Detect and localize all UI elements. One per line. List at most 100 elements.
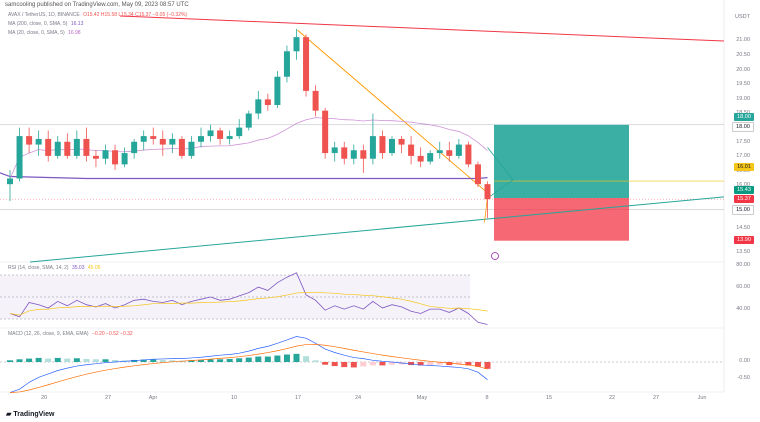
macd-histogram-bar <box>35 357 42 362</box>
macd-histogram-bar <box>484 362 491 369</box>
x-tick: 10 <box>230 395 238 401</box>
rsi-pane <box>0 272 488 325</box>
price-tick: 20.00 <box>736 67 750 73</box>
candle-body <box>283 51 290 77</box>
ma200-legend: MA (200, close, 0, SMA, 5) 16.13 <box>8 21 83 27</box>
currency-label: USDT <box>735 14 750 20</box>
macd-histogram-bar <box>159 359 166 362</box>
resistance-trendline <box>119 15 725 42</box>
macd-histogram-bar <box>303 356 310 362</box>
candle-body <box>35 138 42 145</box>
macd-legend: MACD (12, 26, close, 9, EMA, EMA) −0.20 … <box>8 331 133 337</box>
tradingview-logo-icon: ▰ <box>6 411 12 418</box>
trade-zones <box>487 124 724 241</box>
price-tick: 20.50 <box>736 52 750 58</box>
candle-body <box>226 136 233 139</box>
price-tick: 14.50 <box>736 225 750 231</box>
x-tick: 17 <box>294 395 302 401</box>
macd-histogram-bar <box>112 359 119 362</box>
macd-histogram-bar <box>16 359 23 362</box>
macd-histogram-bar <box>264 356 271 362</box>
macd-histogram-bar <box>54 357 61 362</box>
lightning-icon <box>491 252 499 260</box>
candle-body <box>198 136 204 142</box>
candle-body <box>360 150 367 159</box>
candle-body <box>417 155 424 162</box>
ma20-line <box>9 117 488 179</box>
x-tick: Apr <box>148 395 158 401</box>
candle-body <box>331 147 338 154</box>
macd-histogram-bar <box>322 362 329 365</box>
candle-body <box>312 90 319 111</box>
candle-body <box>436 150 443 154</box>
candle-body <box>369 136 376 159</box>
price-tick: 16.00 <box>736 182 750 188</box>
candle-body <box>159 138 166 145</box>
support-level-tag: 15.00 <box>732 205 754 215</box>
rsi-tick: 80.00 <box>736 262 750 268</box>
x-tick: 15 <box>545 395 553 401</box>
target-level-tag: 18.00 <box>732 122 754 132</box>
descending-trendline <box>297 29 491 196</box>
candle-body <box>427 153 434 162</box>
macd-histogram-bar <box>169 360 176 362</box>
x-tick: Jun <box>697 395 707 401</box>
ma20-value: 16.98 <box>68 30 81 36</box>
macd-histogram-bar <box>360 362 367 367</box>
macd-signal-line <box>9 343 488 393</box>
macd-histogram-bar <box>455 362 462 365</box>
price-tick: 13.50 <box>736 249 750 255</box>
last-price-tag: 15.37 <box>734 195 754 203</box>
publisher-header: samcooling published on TradingView.com,… <box>5 2 189 8</box>
ma200-value: 16.13 <box>70 21 84 27</box>
rsi-value: 35.03 <box>71 265 85 271</box>
fib-marker <box>484 196 488 223</box>
projection-path <box>487 147 514 199</box>
candle-body <box>45 138 52 156</box>
main-legend: AVAX / TetherUS, 1D, BINANCE O15.42 H15.… <box>8 12 187 18</box>
macd-histogram-bar <box>26 358 33 362</box>
macd-histogram-bar <box>379 362 386 366</box>
candle-body <box>16 136 23 179</box>
macd-histogram-bar <box>408 362 415 366</box>
rsi-legend: RSI (14, close, SMA, 14, 2) 35.03 45.05 <box>8 265 100 271</box>
macd-histogram-bar <box>64 358 71 362</box>
x-tick: May <box>416 395 428 401</box>
candle-body <box>131 141 138 154</box>
support-trendline <box>29 196 725 263</box>
candle-body <box>54 141 61 156</box>
macd-histogram-bar <box>312 360 319 362</box>
rsi-sma-value: 45.05 <box>87 265 101 271</box>
macd-histogram-bar <box>274 355 281 362</box>
tradingview-logo: ▰ TradingView <box>6 410 54 418</box>
candle-body <box>140 136 147 142</box>
candle-body <box>255 99 262 114</box>
macd-histogram-bar <box>341 362 348 368</box>
macd-histogram-bar <box>465 362 472 366</box>
macd-histogram-bar <box>350 362 357 368</box>
macd-pane <box>0 336 724 393</box>
target-price-tag: 18.00 <box>734 113 754 121</box>
candle-body <box>408 144 415 156</box>
candle-body <box>341 147 348 159</box>
candle-body <box>264 99 271 106</box>
x-tick: 24 <box>354 395 362 401</box>
macd-histogram-bar <box>92 359 99 362</box>
macd-histogram-bar <box>198 359 204 362</box>
macd-histogram-bar <box>188 360 195 362</box>
candles <box>7 28 491 219</box>
ohlc-values: O15.42 H15.58 L15.34 C15.37 −0.05 (−0.32… <box>83 12 188 18</box>
candle-body <box>484 184 491 200</box>
candle-body <box>112 150 119 165</box>
macd-histogram-bar <box>217 359 224 362</box>
macd-tick: -0.50 <box>737 375 750 381</box>
price-tick: 16.50 <box>736 168 750 174</box>
candle-body <box>121 153 128 165</box>
candle-body <box>178 138 185 156</box>
x-tick: 27 <box>652 395 660 401</box>
x-tick: 8 <box>485 395 489 401</box>
candle-body <box>389 138 395 154</box>
macd-histogram-bar <box>236 358 243 362</box>
entry-price-tag: 16.01 <box>734 163 754 171</box>
